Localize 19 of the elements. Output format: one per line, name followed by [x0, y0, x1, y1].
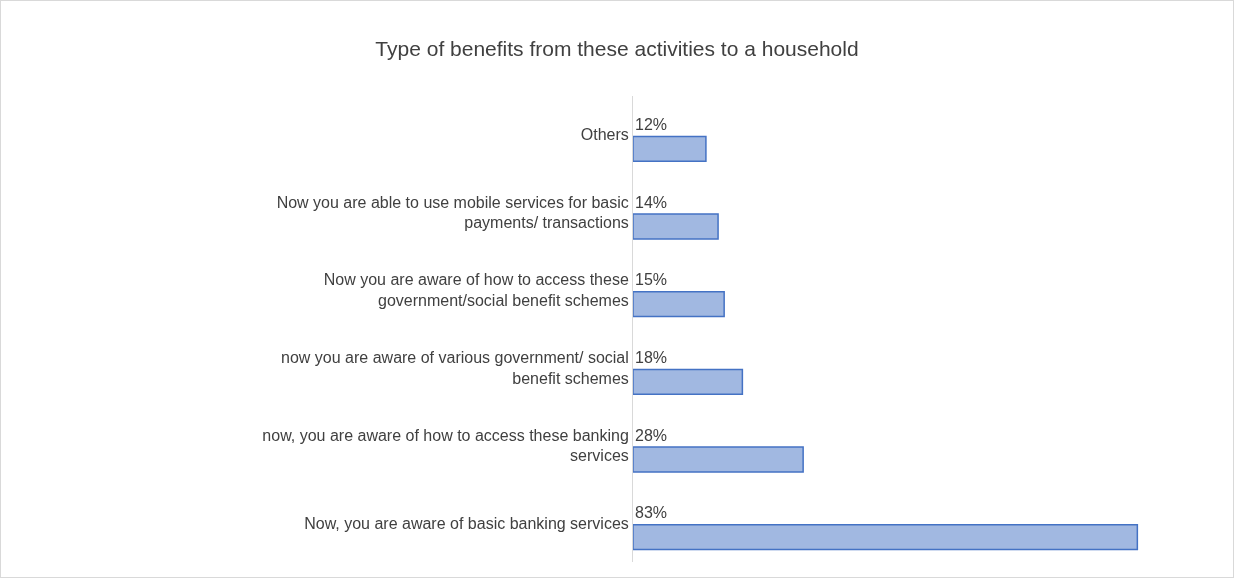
y-tick-label: now you are aware of various government/ social benefit schemes: [281, 349, 629, 387]
bar: [633, 523, 1139, 551]
data-label: 83%: [635, 504, 668, 521]
y-tick-label: Others: [580, 126, 629, 144]
data-label: 28%: [635, 427, 668, 444]
y-tick-label: Now you are aware of how to access these government/social benefit schemes: [323, 271, 629, 310]
data-label: 15%: [635, 271, 668, 288]
chart-title: Type of benefits from these activities to a household: [375, 37, 859, 61]
data-label: 14%: [635, 194, 668, 211]
bar: [633, 135, 707, 162]
y-tick-label: now, you are aware of how to access these banking services: [262, 426, 629, 465]
bar: [633, 213, 719, 240]
y-tick-label: Now, you are aware of basic banking services: [304, 514, 629, 532]
bar: [633, 290, 725, 318]
y-tick-label: Now you are able to use mobile services for basic payments/ transactions: [276, 193, 629, 232]
bar: [633, 368, 744, 395]
data-label: 18%: [635, 349, 668, 366]
bar: [633, 446, 804, 473]
data-label: 12%: [635, 116, 668, 133]
